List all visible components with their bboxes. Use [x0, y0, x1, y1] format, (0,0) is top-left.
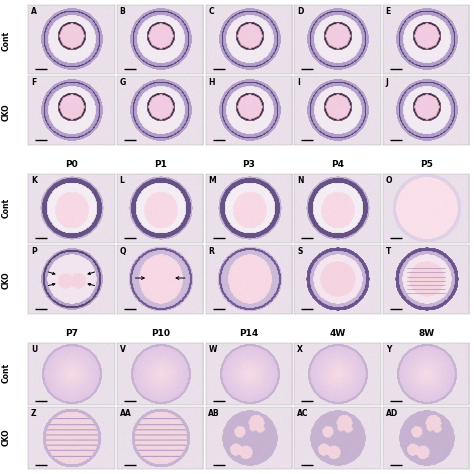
Text: P10: P10: [151, 329, 170, 338]
Text: J: J: [386, 78, 389, 87]
Text: P1: P1: [154, 160, 166, 169]
Text: Cont: Cont: [2, 198, 11, 219]
Text: N: N: [297, 176, 303, 185]
Text: C: C: [209, 7, 214, 16]
Text: D: D: [297, 7, 303, 16]
Text: CKO: CKO: [2, 271, 11, 289]
Text: AC: AC: [297, 409, 309, 418]
Text: Y: Y: [386, 345, 391, 354]
Text: U: U: [31, 345, 37, 354]
Text: G: G: [120, 78, 126, 87]
Text: P3: P3: [242, 160, 255, 169]
Text: Q: Q: [120, 247, 126, 256]
Text: M: M: [209, 176, 216, 185]
Text: F: F: [31, 78, 36, 87]
Text: P4: P4: [331, 160, 344, 169]
Text: P0: P0: [65, 160, 78, 169]
Text: V: V: [120, 345, 126, 354]
Text: B: B: [120, 7, 126, 16]
Text: E: E: [386, 7, 391, 16]
Text: AD: AD: [386, 409, 398, 418]
Text: Cont: Cont: [2, 30, 11, 51]
Text: P: P: [31, 247, 37, 256]
Text: L: L: [120, 176, 125, 185]
Text: I: I: [297, 78, 300, 87]
Text: X: X: [297, 345, 303, 354]
Text: H: H: [209, 78, 215, 87]
Text: CKO: CKO: [2, 103, 11, 121]
Text: AB: AB: [209, 409, 220, 418]
Text: Cont: Cont: [2, 363, 11, 383]
Text: AA: AA: [120, 409, 131, 418]
Text: T: T: [386, 247, 391, 256]
Text: W: W: [209, 345, 217, 354]
Text: 4W: 4W: [329, 329, 346, 338]
Text: K: K: [31, 176, 37, 185]
Text: P7: P7: [65, 329, 78, 338]
Text: P5: P5: [420, 160, 433, 169]
Text: P14: P14: [239, 329, 258, 338]
Text: A: A: [31, 7, 37, 16]
Text: R: R: [209, 247, 214, 256]
Text: 8W: 8W: [418, 329, 434, 338]
Text: CKO: CKO: [2, 428, 11, 446]
Text: Z: Z: [31, 409, 36, 418]
Text: S: S: [297, 247, 302, 256]
Text: O: O: [386, 176, 392, 185]
